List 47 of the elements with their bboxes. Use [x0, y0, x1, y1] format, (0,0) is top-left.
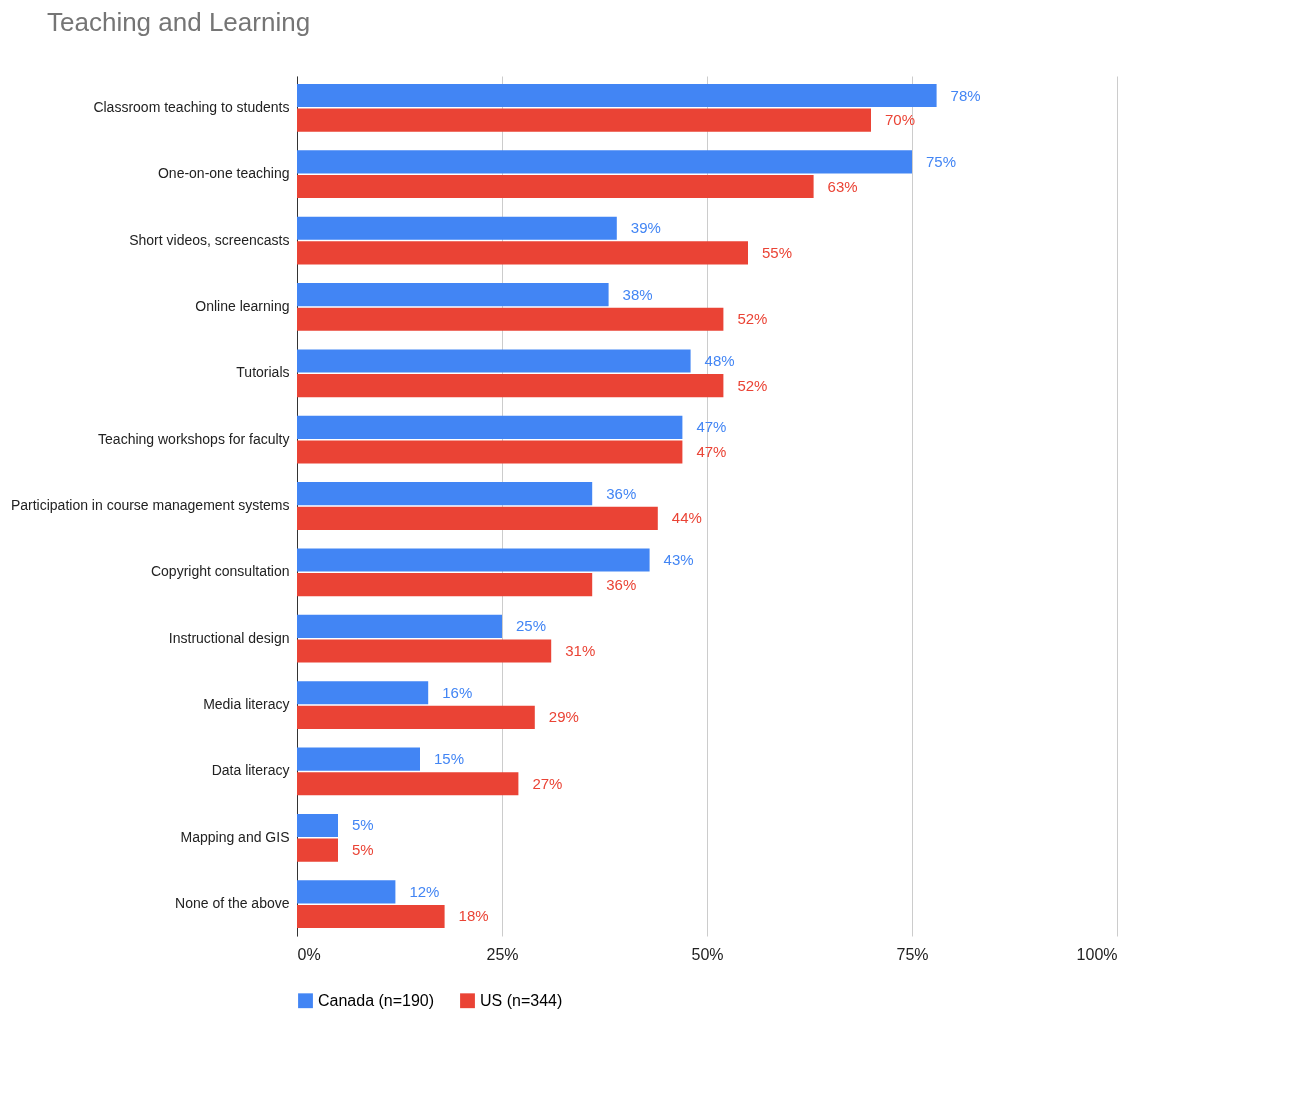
data-label: 52%: [737, 376, 768, 394]
y-tick-label: Media literacy: [203, 696, 290, 713]
y-tick-label: None of the above: [175, 895, 290, 912]
data-label: 16%: [442, 683, 473, 701]
x-tick-label: 25%: [486, 945, 519, 963]
y-tick-label: Data literacy: [211, 762, 290, 779]
data-label: 27%: [532, 774, 563, 792]
y-tick-label: Short videos, screencasts: [129, 231, 290, 248]
data-label: 29%: [548, 708, 579, 726]
data-label: 44%: [671, 509, 702, 527]
chart-title: Teaching and Learning: [47, 7, 311, 37]
x-tick-label: 100%: [1076, 945, 1118, 963]
y-tick-label: Tutorials: [236, 364, 290, 381]
data-label: 38%: [622, 285, 653, 303]
data-label: 39%: [630, 219, 661, 237]
data-label: 48%: [704, 351, 735, 369]
data-label: 47%: [696, 442, 727, 460]
y-tick-label: One-on-one teaching: [157, 165, 290, 182]
data-label: 5%: [352, 841, 374, 859]
data-label: 55%: [762, 243, 793, 261]
data-label: 31%: [565, 642, 596, 660]
data-label: 36%: [606, 484, 637, 502]
y-tick-label: Instructional design: [168, 629, 290, 646]
data-label: 25%: [516, 617, 547, 635]
legend-label: Canada (n=190): [318, 991, 435, 1009]
y-tick-label: Online learning: [195, 297, 290, 314]
data-label: 78%: [950, 86, 981, 104]
x-tick-label: 50%: [691, 945, 724, 963]
legend-label: US (n=344): [480, 991, 563, 1009]
data-label: 75%: [926, 152, 957, 170]
data-label: 43%: [663, 551, 694, 569]
x-tick-label: 0%: [297, 945, 321, 963]
x-tick-label: 75%: [896, 945, 929, 963]
y-tick-label: Participation in course management systems: [10, 497, 290, 513]
y-tick-label: Mapping and GIS: [180, 828, 290, 845]
y-tick-label: Teaching workshops for faculty: [98, 430, 290, 447]
data-label: 52%: [737, 310, 768, 328]
y-tick-label: Classroom teaching to students: [93, 98, 290, 115]
data-label: 70%: [885, 111, 916, 129]
data-label: 5%: [352, 816, 374, 834]
data-label: 15%: [434, 750, 465, 768]
data-label: 36%: [606, 575, 637, 593]
data-label: 18%: [458, 907, 489, 925]
data-label: 12%: [409, 882, 440, 900]
data-label: 63%: [827, 177, 858, 195]
data-label: 47%: [696, 418, 727, 436]
y-tick-label: Copyright consultation: [150, 563, 290, 580]
